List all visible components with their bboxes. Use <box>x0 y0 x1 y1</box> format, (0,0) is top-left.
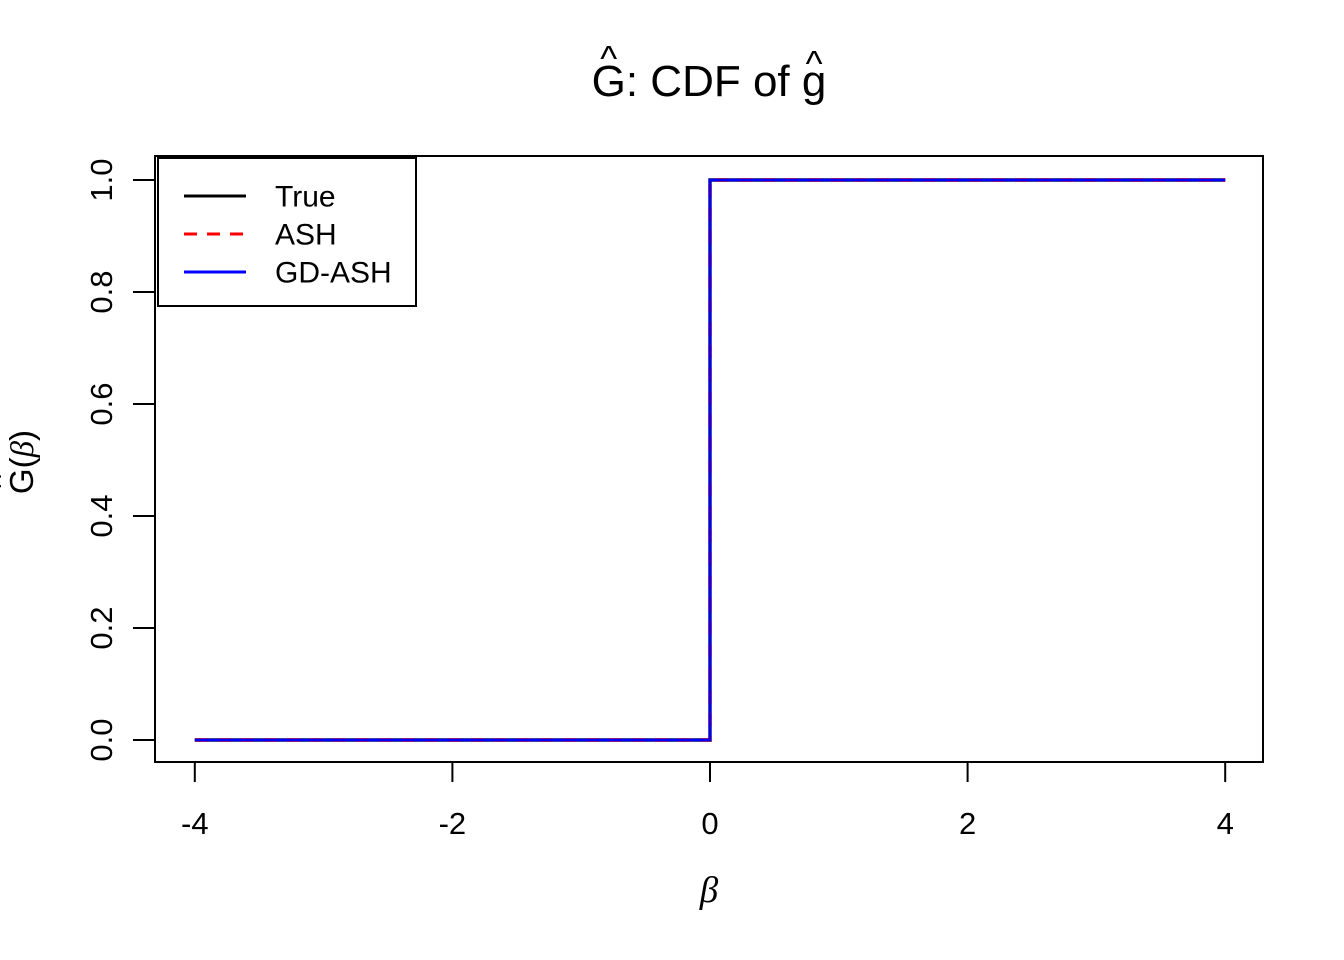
x-tick-label: -4 <box>181 806 209 841</box>
legend-label: True <box>275 181 336 214</box>
title-hat-lower: ^ <box>805 42 823 84</box>
legend-label: ASH <box>275 219 337 252</box>
x-tick-label: 0 <box>701 806 718 841</box>
title-letter-g: g <box>801 57 827 106</box>
y-tick-label: 0.8 <box>84 270 119 313</box>
legend-label: GD-ASH <box>275 257 392 290</box>
legend-box <box>157 157 417 307</box>
x-tick-label: 2 <box>959 806 976 841</box>
title-hat-upper: ^ <box>600 38 618 80</box>
title-G-hat-group: ^ G <box>591 41 626 106</box>
title-g-hat-group: ^ g <box>801 45 827 106</box>
y-tick-label: 0.0 <box>84 718 119 761</box>
title-mid-text: : CDF of <box>625 57 802 106</box>
y-tick-label: 0.2 <box>84 606 119 649</box>
title-letter-G: G <box>591 57 626 106</box>
series-line-gd-ash <box>194 178 1226 742</box>
y-tick-label: 1.0 <box>84 158 119 201</box>
plot-title: ^ G: CDF of ^ g <box>155 41 1263 106</box>
x-tick-label: -2 <box>439 806 467 841</box>
y-tick-label: 0.6 <box>84 382 119 425</box>
y-tick-label: 0.4 <box>84 494 119 537</box>
x-tick-label: 4 <box>1217 806 1234 841</box>
x-axis-label: β <box>699 870 719 911</box>
